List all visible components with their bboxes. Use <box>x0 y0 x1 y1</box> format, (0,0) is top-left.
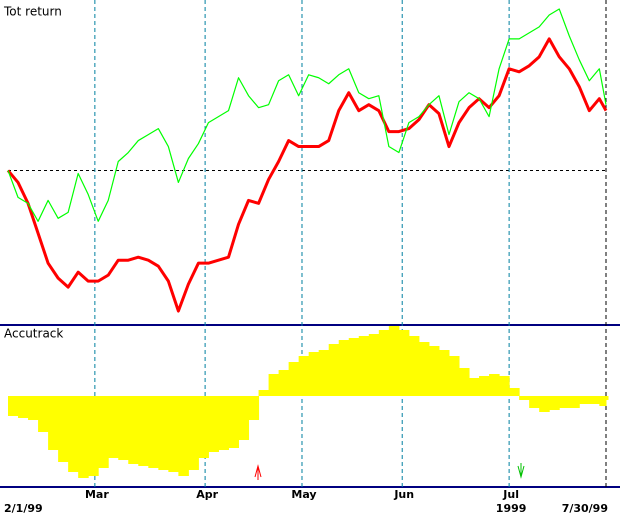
bar <box>529 396 540 408</box>
bar <box>138 396 149 466</box>
top-panel-title: Tot return <box>3 5 62 19</box>
bar <box>519 396 530 400</box>
bar <box>258 390 270 396</box>
bar <box>268 374 280 396</box>
bottom-panel-title: Accutrack <box>4 327 63 341</box>
buy-signal <box>517 463 525 479</box>
bar <box>606 396 609 400</box>
bar <box>218 396 229 450</box>
bar <box>8 396 19 416</box>
bar <box>118 396 129 460</box>
bar <box>509 388 520 396</box>
x-tick-label: Apr <box>196 488 218 501</box>
bar <box>398 330 410 396</box>
bar <box>338 340 350 396</box>
x-tick-label: Mar <box>85 488 109 501</box>
bar <box>168 396 179 472</box>
bar <box>448 356 460 396</box>
bar <box>178 396 189 476</box>
bar <box>18 396 29 418</box>
bar <box>358 336 370 396</box>
bar <box>68 396 79 472</box>
grid <box>8 0 607 487</box>
bar <box>418 342 430 396</box>
x-tick-label: 1999 <box>496 502 527 515</box>
marks <box>6 8 609 478</box>
bar <box>128 396 139 464</box>
bar <box>378 330 390 396</box>
series-line <box>7 8 607 222</box>
bar <box>569 396 580 408</box>
bar <box>559 396 570 408</box>
bar <box>288 362 300 396</box>
bar <box>428 346 440 396</box>
bar <box>158 396 169 470</box>
bar <box>489 374 500 396</box>
bar <box>248 396 260 420</box>
bar <box>479 376 490 396</box>
bar <box>48 396 59 450</box>
sell-signal <box>254 464 262 480</box>
bar <box>38 396 49 432</box>
bar <box>408 336 420 396</box>
bar <box>238 396 250 440</box>
bar <box>469 378 480 396</box>
bar <box>348 338 360 396</box>
bar <box>499 376 510 396</box>
bar <box>549 396 560 410</box>
bar <box>98 396 109 468</box>
bar <box>298 356 310 396</box>
bar <box>328 344 340 396</box>
bar <box>278 370 290 396</box>
bar <box>388 326 400 396</box>
bar <box>368 334 380 396</box>
bar <box>579 396 590 404</box>
bar <box>459 368 470 396</box>
x-tick-label: 2/1/99 <box>4 502 43 515</box>
bar <box>148 396 159 468</box>
bar <box>28 396 39 420</box>
x-tick-label: 7/30/99 <box>562 502 608 515</box>
bar <box>58 396 69 462</box>
bar <box>589 396 600 404</box>
bar <box>78 396 89 478</box>
x-tick-label: Jun <box>393 488 414 501</box>
x-tick-label: May <box>291 488 316 501</box>
bar <box>88 396 99 476</box>
x-tick-label: Jul <box>502 488 519 501</box>
bar <box>198 396 209 458</box>
bar <box>539 396 550 412</box>
bar <box>228 396 240 448</box>
series-line <box>6 37 608 313</box>
bar <box>318 350 330 396</box>
bar <box>599 396 607 406</box>
bar <box>208 396 219 452</box>
bar <box>438 350 450 396</box>
bar <box>188 396 199 470</box>
bar <box>108 396 119 458</box>
bar <box>308 352 320 396</box>
